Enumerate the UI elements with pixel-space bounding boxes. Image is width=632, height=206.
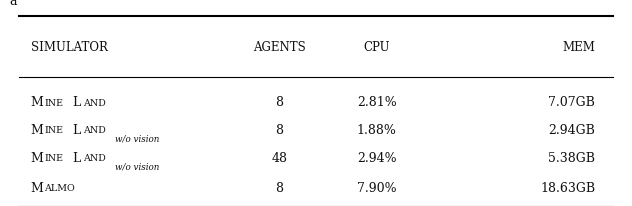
Text: L: L bbox=[72, 152, 80, 165]
Text: 48: 48 bbox=[272, 152, 288, 165]
Text: 5.38GB: 5.38GB bbox=[548, 152, 595, 165]
Text: 7.90%: 7.90% bbox=[357, 182, 396, 195]
Text: M: M bbox=[31, 124, 44, 137]
Text: L: L bbox=[72, 96, 80, 110]
Text: M: M bbox=[31, 96, 44, 110]
Text: M: M bbox=[31, 182, 44, 195]
Text: w/o vision: w/o vision bbox=[114, 163, 159, 171]
Text: 2.81%: 2.81% bbox=[357, 96, 396, 110]
Text: 2.94GB: 2.94GB bbox=[548, 124, 595, 137]
Text: 18.63GB: 18.63GB bbox=[540, 182, 595, 195]
Text: MEM: MEM bbox=[562, 41, 595, 54]
Text: AND: AND bbox=[83, 126, 106, 135]
Text: w/o vision: w/o vision bbox=[114, 135, 159, 144]
Text: INE: INE bbox=[44, 154, 63, 163]
Text: INE: INE bbox=[44, 126, 63, 135]
Text: 8: 8 bbox=[276, 96, 284, 110]
Text: AGENTS: AGENTS bbox=[253, 41, 306, 54]
Text: 1.88%: 1.88% bbox=[356, 124, 397, 137]
Text: a: a bbox=[9, 0, 17, 8]
Text: SIMULATOR: SIMULATOR bbox=[31, 41, 107, 54]
Text: 2.94%: 2.94% bbox=[357, 152, 396, 165]
Text: INE: INE bbox=[44, 98, 63, 108]
Text: 8: 8 bbox=[276, 124, 284, 137]
Text: CPU: CPU bbox=[363, 41, 390, 54]
Text: M: M bbox=[31, 152, 44, 165]
Text: AND: AND bbox=[83, 98, 106, 108]
Text: 8: 8 bbox=[276, 182, 284, 195]
Text: AND: AND bbox=[83, 154, 106, 163]
Text: L: L bbox=[72, 124, 80, 137]
Text: 7.07GB: 7.07GB bbox=[548, 96, 595, 110]
Text: ALMO: ALMO bbox=[44, 184, 75, 193]
